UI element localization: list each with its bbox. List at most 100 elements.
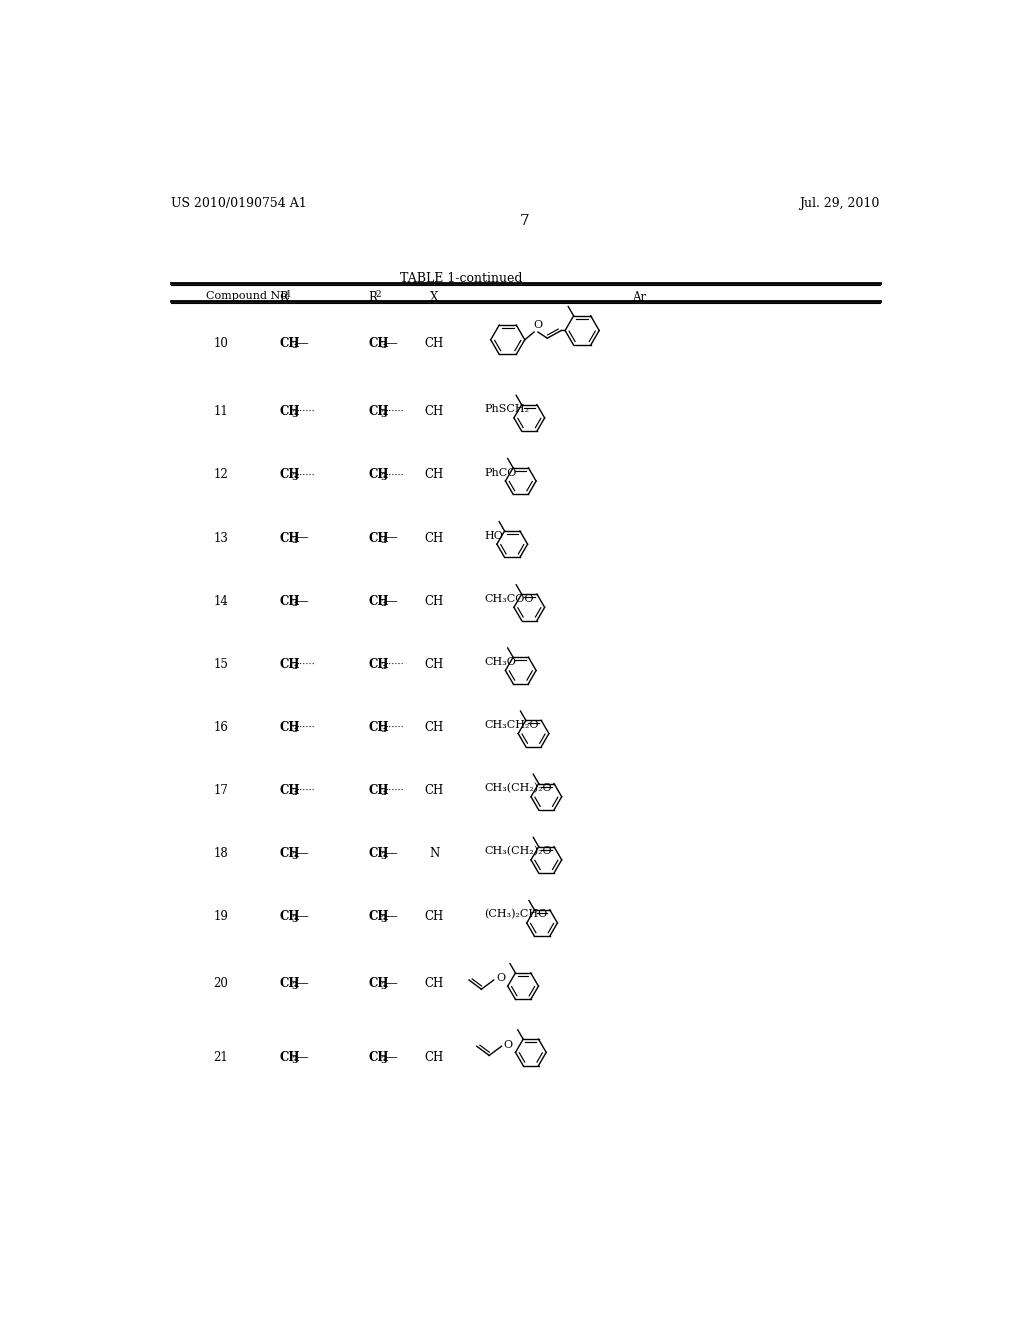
Text: —: — bbox=[385, 337, 397, 350]
Text: 3: 3 bbox=[381, 1056, 387, 1064]
Text: ······: ······ bbox=[296, 723, 315, 731]
Text: —: — bbox=[385, 1051, 397, 1064]
Text: 19: 19 bbox=[214, 911, 228, 924]
Text: 13: 13 bbox=[214, 532, 228, 545]
Text: X: X bbox=[430, 290, 438, 304]
Text: CH: CH bbox=[425, 911, 443, 924]
Text: CH: CH bbox=[280, 594, 300, 607]
Text: 2: 2 bbox=[375, 290, 381, 300]
Text: CH: CH bbox=[369, 337, 389, 350]
Text: CH: CH bbox=[425, 977, 443, 990]
Text: 12: 12 bbox=[214, 469, 228, 482]
Text: CH₃(CH₂)₂O: CH₃(CH₂)₂O bbox=[484, 846, 552, 857]
Text: R: R bbox=[369, 290, 377, 304]
Text: 3: 3 bbox=[292, 473, 298, 482]
Text: CH: CH bbox=[369, 1051, 389, 1064]
Text: CH: CH bbox=[280, 469, 300, 482]
Text: ······: ······ bbox=[385, 660, 404, 669]
Text: —: — bbox=[296, 594, 308, 607]
Text: CH: CH bbox=[425, 469, 443, 482]
Text: CH: CH bbox=[369, 405, 389, 418]
Text: 10: 10 bbox=[214, 337, 228, 350]
Text: ······: ······ bbox=[385, 723, 404, 731]
Text: ······: ······ bbox=[296, 470, 315, 479]
Text: 17: 17 bbox=[214, 784, 228, 797]
Text: —: — bbox=[385, 847, 397, 861]
Text: CH: CH bbox=[425, 532, 443, 545]
Text: 3: 3 bbox=[381, 536, 387, 545]
Text: 3: 3 bbox=[381, 982, 387, 990]
Text: O: O bbox=[496, 973, 505, 983]
Text: CH: CH bbox=[369, 784, 389, 797]
Text: CH: CH bbox=[425, 721, 443, 734]
Text: Compound No.: Compound No. bbox=[206, 290, 290, 301]
Text: ······: ······ bbox=[296, 787, 315, 795]
Text: —: — bbox=[296, 911, 308, 924]
Text: CH: CH bbox=[425, 1051, 443, 1064]
Text: 3: 3 bbox=[381, 663, 387, 671]
Text: PhCO: PhCO bbox=[484, 467, 517, 478]
Text: 3: 3 bbox=[292, 342, 298, 350]
Text: 3: 3 bbox=[381, 725, 387, 734]
Text: CH: CH bbox=[369, 911, 389, 924]
Text: 21: 21 bbox=[214, 1051, 228, 1064]
Text: 1: 1 bbox=[286, 290, 292, 300]
Text: CH₃O: CH₃O bbox=[484, 657, 516, 667]
Text: 20: 20 bbox=[214, 977, 228, 990]
Text: ······: ······ bbox=[385, 470, 404, 479]
Text: CH: CH bbox=[280, 657, 300, 671]
Text: —: — bbox=[296, 847, 308, 861]
Text: 3: 3 bbox=[292, 851, 298, 861]
Text: N: N bbox=[429, 847, 439, 861]
Text: CH: CH bbox=[280, 977, 300, 990]
Text: CH: CH bbox=[280, 337, 300, 350]
Text: CH: CH bbox=[425, 594, 443, 607]
Text: CH: CH bbox=[280, 911, 300, 924]
Text: Jul. 29, 2010: Jul. 29, 2010 bbox=[800, 197, 880, 210]
Text: —: — bbox=[296, 532, 308, 545]
Text: CH: CH bbox=[369, 721, 389, 734]
Text: Ar: Ar bbox=[632, 290, 646, 304]
Text: ······: ······ bbox=[385, 787, 404, 795]
Text: CH: CH bbox=[280, 405, 300, 418]
Text: 3: 3 bbox=[292, 788, 298, 797]
Text: 16: 16 bbox=[214, 721, 228, 734]
Text: CH: CH bbox=[425, 657, 443, 671]
Text: O: O bbox=[504, 1040, 513, 1049]
Text: 3: 3 bbox=[381, 851, 387, 861]
Text: 7: 7 bbox=[520, 214, 529, 228]
Text: 3: 3 bbox=[292, 982, 298, 990]
Text: CH: CH bbox=[369, 469, 389, 482]
Text: 11: 11 bbox=[214, 405, 228, 418]
Text: 3: 3 bbox=[292, 915, 298, 924]
Text: CH: CH bbox=[425, 405, 443, 418]
Text: CH₃CH₂O: CH₃CH₂O bbox=[484, 721, 539, 730]
Text: —: — bbox=[385, 977, 397, 990]
Text: CH: CH bbox=[369, 594, 389, 607]
Text: ······: ······ bbox=[296, 408, 315, 416]
Text: —: — bbox=[296, 977, 308, 990]
Text: 3: 3 bbox=[292, 599, 298, 609]
Text: 18: 18 bbox=[214, 847, 228, 861]
Text: —: — bbox=[296, 1051, 308, 1064]
Text: 3: 3 bbox=[292, 725, 298, 734]
Text: CH₃COO: CH₃COO bbox=[484, 594, 534, 603]
Text: CH: CH bbox=[369, 532, 389, 545]
Text: CH: CH bbox=[369, 977, 389, 990]
Text: 3: 3 bbox=[381, 599, 387, 609]
Text: CH: CH bbox=[280, 1051, 300, 1064]
Text: O: O bbox=[534, 319, 543, 330]
Text: —: — bbox=[385, 532, 397, 545]
Text: PhSCH₂: PhSCH₂ bbox=[484, 404, 529, 414]
Text: CH: CH bbox=[425, 337, 443, 350]
Text: 3: 3 bbox=[292, 536, 298, 545]
Text: 3: 3 bbox=[292, 663, 298, 671]
Text: —: — bbox=[385, 594, 397, 607]
Text: TABLE 1-continued: TABLE 1-continued bbox=[400, 272, 522, 285]
Text: ······: ······ bbox=[385, 408, 404, 416]
Text: CH: CH bbox=[425, 784, 443, 797]
Text: 3: 3 bbox=[381, 473, 387, 482]
Text: ······: ······ bbox=[296, 660, 315, 669]
Text: R: R bbox=[280, 290, 288, 304]
Text: CH: CH bbox=[369, 847, 389, 861]
